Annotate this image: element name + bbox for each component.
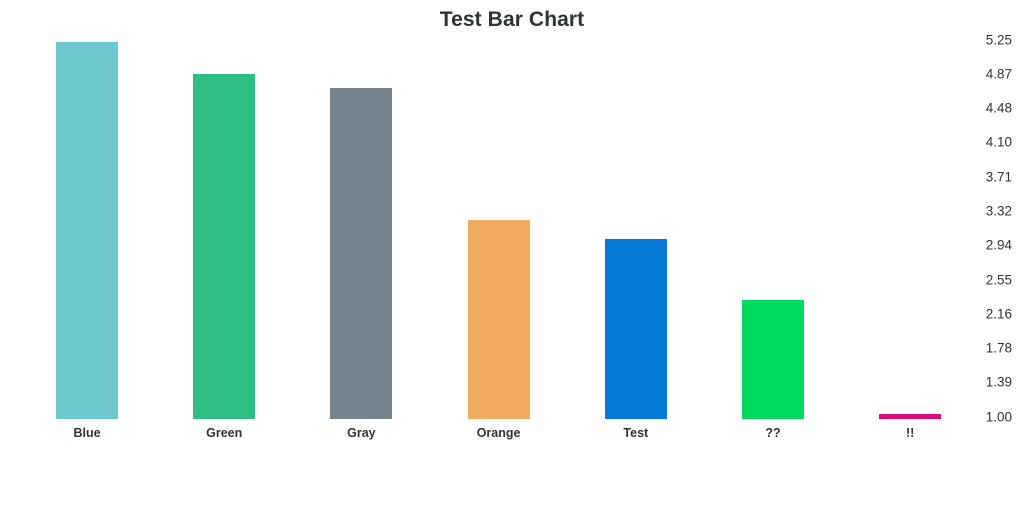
- y-axis-tick-label: 1.39: [985, 374, 1012, 390]
- x-axis-tick-label: Orange: [476, 426, 521, 440]
- y-axis-tick-label: 2.55: [985, 272, 1012, 287]
- y-axis-tick-label: 3.71: [985, 169, 1012, 185]
- y-axis-tick-label: 4.87: [985, 66, 1012, 82]
- bar-group: Green: [193, 73, 256, 440]
- x-axis-tick-label: Test: [623, 426, 649, 440]
- bar[interactable]: [467, 220, 530, 419]
- bar-group: !!: [879, 413, 942, 440]
- bar-group: Gray: [330, 88, 393, 440]
- y-axis-tick-label: 5.25: [985, 32, 1012, 48]
- x-axis-tick-label: Green: [206, 426, 243, 440]
- x-axis-tick-label: !!: [906, 426, 915, 440]
- x-axis-tick-label: Gray: [347, 426, 376, 440]
- y-axis-tick-label: 2.94: [985, 237, 1012, 253]
- y-axis-tick-label: 3.32: [985, 203, 1012, 219]
- bar[interactable]: [330, 88, 393, 419]
- bar[interactable]: [193, 73, 256, 419]
- bar-group: ??: [742, 300, 804, 440]
- y-axis-tick-label: 1.78: [985, 340, 1012, 356]
- y-axis-tick-label: 4.10: [985, 134, 1012, 150]
- x-axis-tick-label: Blue: [73, 426, 101, 440]
- bar[interactable]: [742, 300, 804, 419]
- bar-group: Test: [604, 238, 667, 440]
- plot-area: Blue Green Gray Orange Test??!!: [56, 42, 942, 440]
- bar[interactable]: [879, 413, 942, 419]
- bar[interactable]: [56, 42, 118, 419]
- y-axis: 5.25 4.87 4.48 4.10 3.71 3.32 2.94 2.55 2.16 1.78…: [975, 0, 1024, 512]
- bar-group: Orange: [467, 220, 530, 440]
- x-axis-tick-label: ??: [765, 426, 781, 440]
- bar-group: Blue: [56, 42, 118, 440]
- y-axis-tick-label: 1.00: [985, 409, 1012, 425]
- chart-title: Test Bar Chart: [439, 8, 585, 31]
- bar[interactable]: [604, 238, 667, 419]
- y-axis-tick-label: 2.16: [985, 306, 1012, 322]
- y-axis-tick-label: 4.48: [985, 100, 1012, 116]
